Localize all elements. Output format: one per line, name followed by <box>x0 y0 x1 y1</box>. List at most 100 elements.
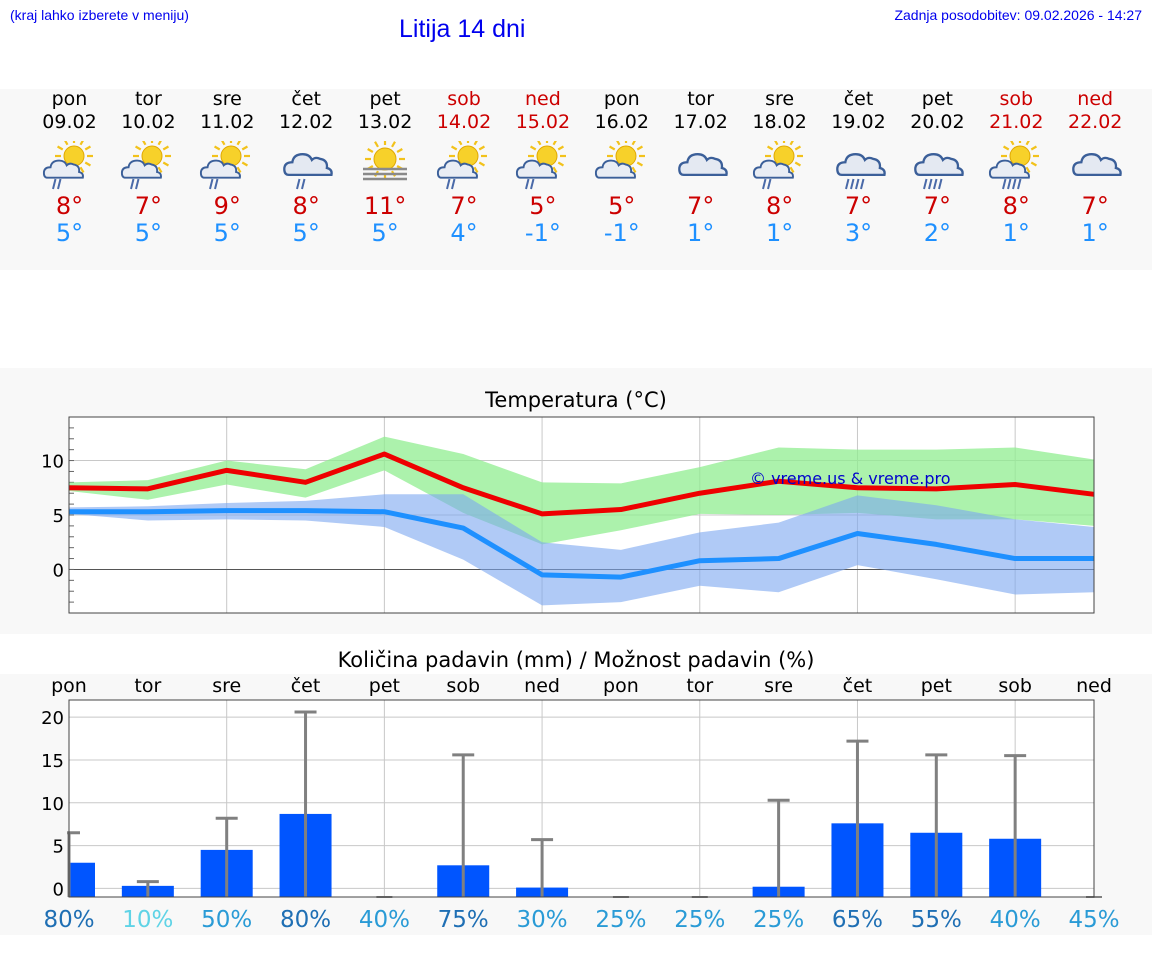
sun-ray <box>236 141 242 146</box>
cloud <box>835 153 886 177</box>
precip-probability-label: 10% <box>122 907 173 933</box>
day-column: pet 13.02 11° 5° <box>346 88 425 247</box>
day-name: sre <box>212 88 242 110</box>
day-name: čet <box>843 88 874 110</box>
sun-ray <box>636 145 643 151</box>
day-name: pet <box>369 88 401 110</box>
rain-drop <box>859 178 864 190</box>
day-date: 12.02 <box>278 111 334 133</box>
day-column: sre 18.02 8° 1° <box>740 88 819 247</box>
sun-ray <box>789 166 795 174</box>
sun-ray <box>56 145 63 151</box>
x-category-label: pon <box>603 675 639 697</box>
sun-ray <box>242 145 249 151</box>
sun-ray <box>473 166 479 174</box>
y-tick-label: 0 <box>53 879 64 900</box>
max-temperature: 8° <box>765 192 794 220</box>
sun-ray <box>1010 141 1015 146</box>
day-column: tor 10.02 7° 5° <box>109 88 188 247</box>
sun-ray <box>84 161 91 167</box>
min-temperature: 1° <box>765 219 794 247</box>
day-date: 14.02 <box>436 111 492 133</box>
min-temperature: -1° <box>603 219 640 247</box>
day-date: 11.02 <box>200 111 255 133</box>
max-temperature: 7° <box>1081 192 1109 220</box>
sun-ray <box>135 145 142 151</box>
sun-ray <box>636 161 643 167</box>
sun-ray <box>552 166 558 174</box>
sun-ray <box>631 166 637 174</box>
min-temperature: 5° <box>292 219 320 247</box>
day-name: pet <box>921 88 953 110</box>
location-menu-hint[interactable]: (kraj lahko izberete v meniju) <box>10 7 189 23</box>
min-temperature: 2° <box>923 219 952 247</box>
x-category-label: pon <box>51 675 87 697</box>
day-column: ned 22.02 7° 1° <box>1056 88 1135 247</box>
day-name: ned <box>524 88 561 110</box>
rain-drop <box>761 178 767 190</box>
day-column: tor 17.02 7° 1° <box>661 88 740 247</box>
day-column: pon 09.02 8° 5° <box>30 88 109 247</box>
x-category-label: pet <box>369 675 400 697</box>
sun-ray <box>157 141 163 146</box>
rain-drop <box>1002 178 1007 190</box>
sun-ray <box>1025 141 1031 146</box>
precip-probability-label: 55% <box>911 907 962 933</box>
sun-cloud-rain-icon <box>200 141 251 190</box>
sun-cloud-rain-icon <box>515 141 566 190</box>
forecast-band <box>0 89 1152 270</box>
sun-ray <box>396 148 403 153</box>
cloud <box>677 153 728 177</box>
precipitation-chart-title: Količina padavin (mm) / Možnost padavin … <box>337 648 815 672</box>
rain-drop <box>451 178 456 190</box>
sun-ray <box>79 166 84 174</box>
y-tick-label: 10 <box>41 794 64 815</box>
y-tick-label: 0 <box>53 560 64 581</box>
min-temperature: 4° <box>450 219 478 247</box>
sun-fog-icon <box>363 141 408 181</box>
sun-cloud-rain-icon <box>42 141 93 190</box>
day-name: tor <box>134 88 162 110</box>
min-temperature: 1° <box>687 219 715 247</box>
x-category-label: čet <box>291 675 321 697</box>
rain-drop <box>214 178 219 190</box>
max-temperature: 11° <box>363 192 407 220</box>
sun-ray <box>242 161 249 167</box>
plot-frame <box>68 416 1095 614</box>
cloud <box>515 159 557 179</box>
min-series-line <box>69 508 1094 580</box>
rain-drop <box>938 178 943 190</box>
rain-drop <box>130 178 135 190</box>
sun-cloud-heavy-rain-icon <box>989 141 1040 190</box>
rain-drop <box>933 178 938 190</box>
page-title: Litija 14 dni <box>399 15 526 43</box>
cloud-icon <box>1072 153 1122 177</box>
sun-ray <box>450 145 458 151</box>
precip-probability-label: 40% <box>990 907 1041 933</box>
day-date: 13.02 <box>357 111 413 133</box>
sun-ray <box>478 145 486 151</box>
day-date: 21.02 <box>989 111 1044 133</box>
rain-drop <box>135 178 140 190</box>
day-date: 15.02 <box>515 111 571 133</box>
precip-probability-label: 65% <box>832 907 883 933</box>
day-date: 17.02 <box>673 111 728 133</box>
sun-ray <box>79 141 84 146</box>
sun-ray <box>221 141 226 146</box>
min-temperature: 1° <box>1081 219 1109 247</box>
sun-ray <box>615 141 621 146</box>
sun-cloud-rain-icon <box>121 141 172 190</box>
max-temperature: 8° <box>292 192 320 220</box>
sun-ray <box>367 148 374 153</box>
day-date: 20.02 <box>910 111 965 133</box>
rain-drop <box>446 178 451 190</box>
min-temperature: 5° <box>134 219 163 247</box>
cloud <box>914 153 965 177</box>
day-date: 10.02 <box>121 111 176 133</box>
max-temperature: 5° <box>529 192 557 220</box>
max-range-band <box>69 436 1094 545</box>
min-temperature: 5° <box>371 219 399 247</box>
x-category-label: sre <box>212 675 241 697</box>
